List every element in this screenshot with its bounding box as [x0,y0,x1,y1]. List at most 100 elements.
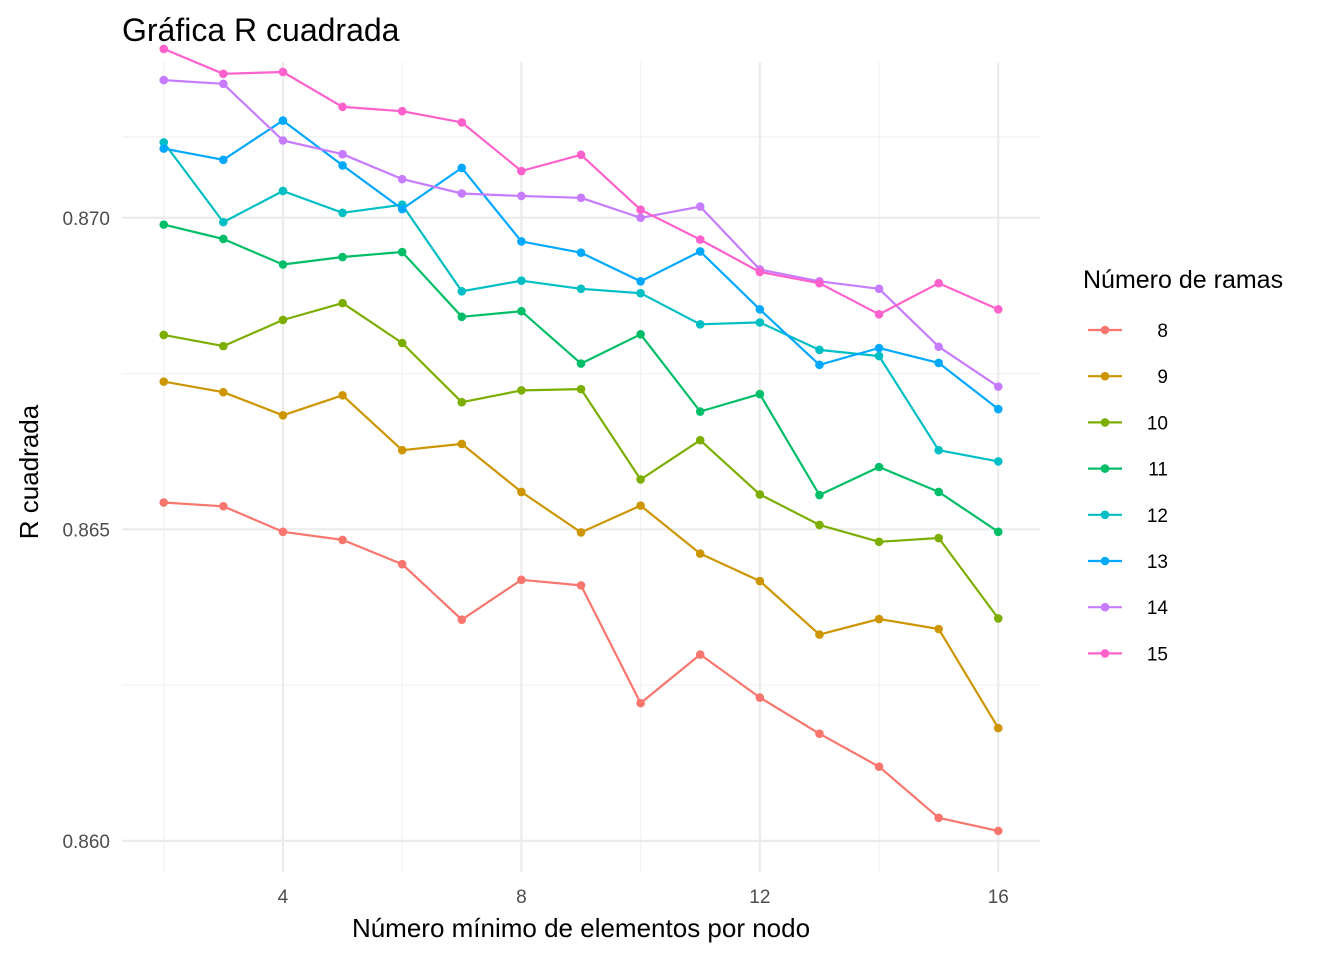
data-point [636,213,645,223]
legend: Número de ramas 8 9 10 11 12 13 14 15 [1083,266,1283,665]
series-line [163,380,1000,729]
data-point [159,498,169,507]
data-point [755,267,765,277]
data-point [874,614,884,624]
data-point [278,527,288,537]
data-point [636,501,645,510]
data-point [338,252,347,262]
series-group [159,44,1003,836]
data-point [874,351,884,361]
data-point [874,462,884,472]
y-tick-label: 0.865 [62,520,110,541]
data-point [934,813,943,823]
data-point [517,191,526,201]
data-point [576,193,586,203]
data-point [815,278,824,288]
data-point [517,276,526,286]
data-point [576,384,586,394]
series-14 [159,75,1003,391]
data-point [993,527,1003,537]
data-point [517,166,526,176]
data-point [755,490,765,499]
legend-key-point [1100,464,1110,473]
series-10 [159,298,1003,623]
data-point [755,389,765,399]
data-point [636,698,645,708]
series-9 [159,377,1003,733]
data-point [457,439,467,449]
x-tick-label: 12 [749,887,770,908]
data-point [338,391,347,400]
legend-key-point [1100,371,1110,381]
data-point [397,247,407,257]
data-point [278,186,288,196]
x-tick-label: 4 [278,887,289,908]
data-point [278,260,288,269]
data-point [815,630,824,639]
data-point [278,116,288,125]
data-point [397,174,407,184]
data-point [457,312,467,322]
data-point [517,575,526,585]
data-point [695,549,705,558]
data-point [517,487,526,497]
y-tick-label: 0.860 [62,832,110,853]
data-point [993,826,1003,836]
legend-title: Número de ramas [1083,266,1283,294]
legend-item-8: 8 [1088,321,1168,342]
data-point [576,528,586,537]
legend-item-13: 13 [1088,552,1168,573]
data-point [397,559,407,569]
data-point [695,407,705,416]
legend-item-14: 14 [1088,598,1168,619]
legend-label: 10 [1147,413,1168,434]
data-point [397,106,407,116]
data-point [457,163,467,173]
legend-label: 12 [1147,506,1168,527]
legend-label: 9 [1157,367,1168,388]
data-point [338,149,347,159]
legend-key-point [1100,510,1110,520]
data-point [159,44,169,54]
data-point [874,537,884,547]
legend-item-10: 10 [1088,413,1168,434]
data-point [695,650,705,659]
x-axis-ticks: 4 8 12 16 [278,887,1009,908]
data-point [457,189,467,198]
data-point [576,359,586,368]
data-point [338,535,347,545]
data-point [397,445,407,455]
series-15 [159,44,1003,319]
data-point [278,410,288,420]
legend-label: 11 [1148,460,1168,481]
data-point [874,762,884,771]
data-point [219,69,228,79]
data-point [815,360,824,370]
data-point [159,377,169,386]
series-8 [159,498,1003,836]
data-point [159,75,169,85]
x-tick-label: 16 [988,887,1009,908]
data-point [815,490,824,500]
data-point [934,533,943,543]
data-point [695,202,705,211]
data-point [159,220,169,229]
data-point [338,161,347,170]
data-point [457,397,467,407]
data-point [993,305,1003,314]
series-line [163,47,999,316]
data-point [517,386,526,395]
data-point [457,615,467,624]
legend-key-point [1100,649,1110,658]
legend-key-point [1100,325,1110,335]
data-point [934,445,943,455]
legend-label: 13 [1147,552,1168,573]
legend-item-15: 15 [1088,644,1168,665]
legend-label: 15 [1147,644,1168,665]
chart-title: Gráfica R cuadrada [122,12,400,48]
data-point [576,284,586,294]
data-point [219,341,228,351]
data-point [993,382,1003,391]
data-point [934,487,943,497]
legend-label: 8 [1157,321,1168,342]
